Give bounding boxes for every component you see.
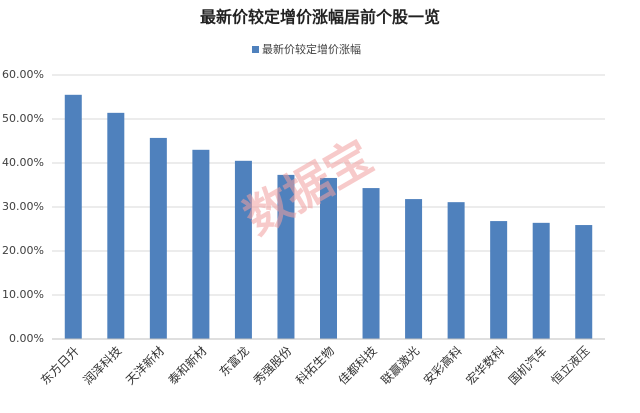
bar xyxy=(575,225,593,339)
bar xyxy=(447,202,465,339)
y-tick-label: 0.00% xyxy=(9,332,44,345)
bar xyxy=(405,199,423,339)
y-tick-label: 40.00% xyxy=(2,156,44,169)
y-tick-label: 60.00% xyxy=(2,68,44,81)
legend-label: 最新价较定增价涨幅 xyxy=(262,42,361,56)
legend-swatch xyxy=(252,46,259,53)
bar xyxy=(64,94,82,339)
bar xyxy=(149,137,167,339)
y-tick-label: 10.00% xyxy=(2,288,44,301)
bar xyxy=(320,177,337,339)
y-tick-label: 50.00% xyxy=(2,112,44,125)
bar xyxy=(234,160,252,339)
chart-title: 最新价较定增价涨幅居前个股一览 xyxy=(200,8,440,27)
bar xyxy=(532,222,550,339)
bar xyxy=(277,174,295,339)
bar xyxy=(192,149,210,339)
bar xyxy=(107,112,125,339)
bar xyxy=(490,221,508,339)
y-tick-label: 30.00% xyxy=(2,200,44,213)
y-tick-label: 20.00% xyxy=(2,244,44,257)
bar xyxy=(362,188,380,339)
